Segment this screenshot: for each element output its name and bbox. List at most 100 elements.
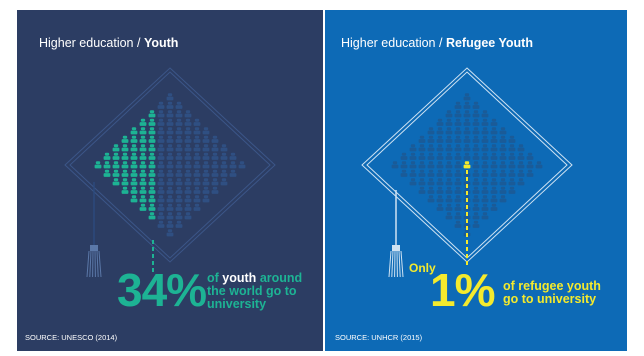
person-icon: [455, 119, 462, 126]
person-icon-highlighted: [113, 161, 120, 168]
person-icon: [500, 178, 507, 185]
person-icon: [464, 93, 471, 100]
person-icon: [446, 178, 453, 185]
person-icon: [419, 161, 426, 168]
person-icon: [167, 161, 174, 168]
person-icon: [473, 161, 480, 168]
person-icon: [482, 204, 489, 211]
person-icon: [212, 136, 219, 143]
person-icon: [455, 102, 462, 109]
person-icon: [185, 153, 192, 160]
person-icon: [176, 136, 183, 143]
person-icon: [185, 178, 192, 185]
person-icon: [167, 195, 174, 202]
person-icon-highlighted: [140, 161, 147, 168]
person-icon: [482, 212, 489, 219]
person-icon: [176, 110, 183, 117]
person-icon-highlighted: [140, 144, 147, 151]
person-icon: [518, 144, 525, 151]
person-icon-highlighted: [140, 170, 147, 177]
person-icon-highlighted: [149, 127, 156, 134]
person-icon: [500, 195, 507, 202]
person-icon: [446, 127, 453, 134]
person-icon: [167, 170, 174, 177]
person-icon: [203, 178, 210, 185]
person-icon: [167, 119, 174, 126]
tassel-strand: [399, 251, 400, 277]
person-icon: [212, 153, 219, 160]
person-icon-highlighted: [113, 144, 120, 151]
person-icon-highlighted: [122, 136, 129, 143]
person-icon: [194, 127, 201, 134]
person-icon-highlighted: [113, 153, 120, 160]
person-icon: [158, 170, 165, 177]
person-icon: [455, 161, 462, 168]
person-icon: [221, 178, 228, 185]
person-icon: [410, 153, 417, 160]
person-icon: [158, 119, 165, 126]
person-icon: [410, 178, 417, 185]
person-icon: [230, 170, 237, 177]
person-icon: [185, 187, 192, 194]
tassel-strand: [90, 251, 91, 277]
person-icon: [491, 153, 498, 160]
person-icon: [167, 229, 174, 236]
person-icon: [419, 178, 426, 185]
person-icon: [509, 161, 516, 168]
person-icon: [203, 144, 210, 151]
person-icon: [509, 187, 516, 194]
person-icon: [221, 144, 228, 151]
person-icon: [518, 153, 525, 160]
person-icon: [410, 144, 417, 151]
person-icon: [473, 127, 480, 134]
person-icon-highlighted: [95, 161, 102, 168]
person-icon: [491, 161, 498, 168]
person-icon: [428, 136, 435, 143]
person-icon: [221, 153, 228, 160]
person-icon: [167, 212, 174, 219]
person-icon: [500, 170, 507, 177]
person-icon: [176, 221, 183, 228]
person-icon: [437, 195, 444, 202]
person-icon-highlighted: [122, 153, 129, 160]
caption-refugee: of refugee youth go to university: [503, 280, 601, 306]
tassel-icon: [389, 245, 403, 277]
person-icon: [437, 153, 444, 160]
person-icon-highlighted: [131, 127, 138, 134]
person-icon: [221, 161, 228, 168]
person-icon: [500, 127, 507, 134]
person-icon-highlighted: [149, 212, 156, 219]
person-icon: [491, 136, 498, 143]
person-icon: [176, 102, 183, 109]
person-icon: [491, 195, 498, 202]
person-icon-highlighted: [131, 153, 138, 160]
person-icon: [482, 195, 489, 202]
person-icon: [230, 161, 237, 168]
person-icon: [473, 178, 480, 185]
person-icon: [212, 187, 219, 194]
person-icon: [509, 170, 516, 177]
panel-youth: Higher education / Youth 34% of youth ar…: [17, 10, 323, 351]
person-icon: [491, 170, 498, 177]
person-icon-highlighted: [131, 144, 138, 151]
person-icon-highlighted: [113, 170, 120, 177]
person-icon: [500, 153, 507, 160]
person-icon-highlighted: [149, 153, 156, 160]
person-icon: [455, 110, 462, 117]
person-icon: [482, 136, 489, 143]
tassel-strand: [99, 251, 101, 277]
person-icon: [158, 195, 165, 202]
person-icon: [167, 187, 174, 194]
person-icon-highlighted: [149, 195, 156, 202]
person-icon-highlighted: [104, 161, 111, 168]
person-icon: [473, 204, 480, 211]
person-icon: [446, 144, 453, 151]
person-icon: [212, 161, 219, 168]
person-icon: [491, 204, 498, 211]
person-icon: [194, 195, 201, 202]
person-icon: [437, 119, 444, 126]
person-icon: [491, 119, 498, 126]
person-icon: [212, 170, 219, 177]
person-icon: [446, 136, 453, 143]
